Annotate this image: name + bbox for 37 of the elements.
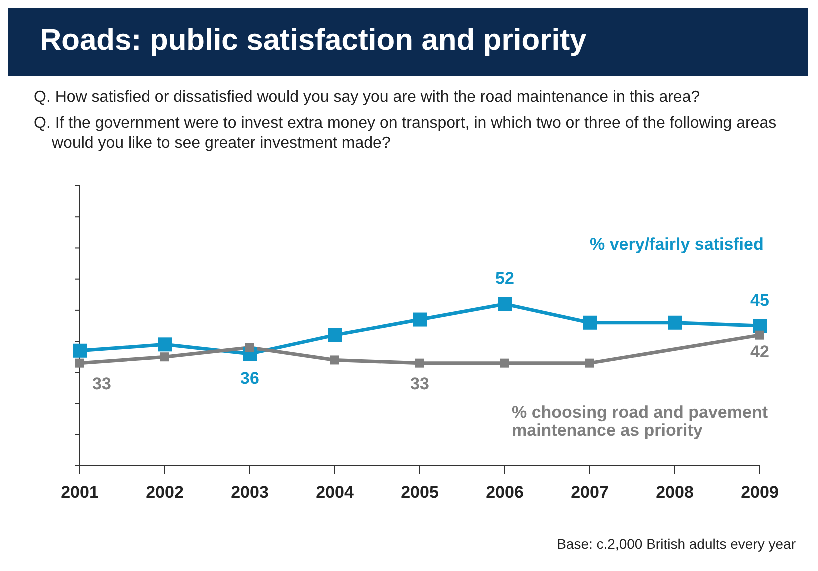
point [668, 316, 682, 330]
x-tick-label: 2008 [656, 483, 694, 502]
x-tick-label: 2006 [486, 483, 524, 502]
x-tick-label: 2004 [316, 483, 354, 502]
point [498, 297, 512, 312]
text: Q. If the government were to invest extra money on transport, in which two or three of the following areas would you like to see greater investment made? [34, 114, 778, 154]
point [160, 352, 170, 362]
x-tick-label: 2001 [61, 483, 99, 502]
chart-title: Roads: public satisfaction and priority [40, 24, 587, 58]
text: Base: c.2,000 British adults every year [557, 536, 796, 552]
x-tick-label: 2003 [231, 483, 269, 502]
point [586, 358, 594, 368]
data-label: 42 [750, 342, 770, 362]
point [753, 319, 767, 333]
data-label: 52 [496, 269, 514, 288]
text: % choosing road and pavement maintenance as priority [512, 403, 769, 440]
point [158, 338, 172, 352]
x-tick-label: 2009 [741, 483, 779, 502]
text: Q. How satisfied or dissatisfied would you say you are with the road maintenance in this area? [34, 88, 702, 108]
data-label: 33 [92, 374, 112, 394]
point [76, 358, 84, 368]
x-tick-label: 2005 [401, 483, 439, 502]
data-label: 36 [240, 369, 260, 388]
point [328, 328, 342, 342]
point [413, 312, 427, 327]
x-tick-label: 2002 [146, 483, 184, 502]
point [583, 316, 597, 330]
data-label: 45 [750, 291, 770, 310]
point [500, 358, 510, 368]
point [246, 343, 254, 352]
point [416, 358, 424, 368]
point [330, 356, 340, 365]
point [756, 330, 764, 340]
data-label: 33 [410, 374, 430, 394]
point [73, 344, 87, 358]
text: % very/fairly satisfied [590, 235, 765, 254]
x-tick-label: 2007 [571, 483, 609, 502]
